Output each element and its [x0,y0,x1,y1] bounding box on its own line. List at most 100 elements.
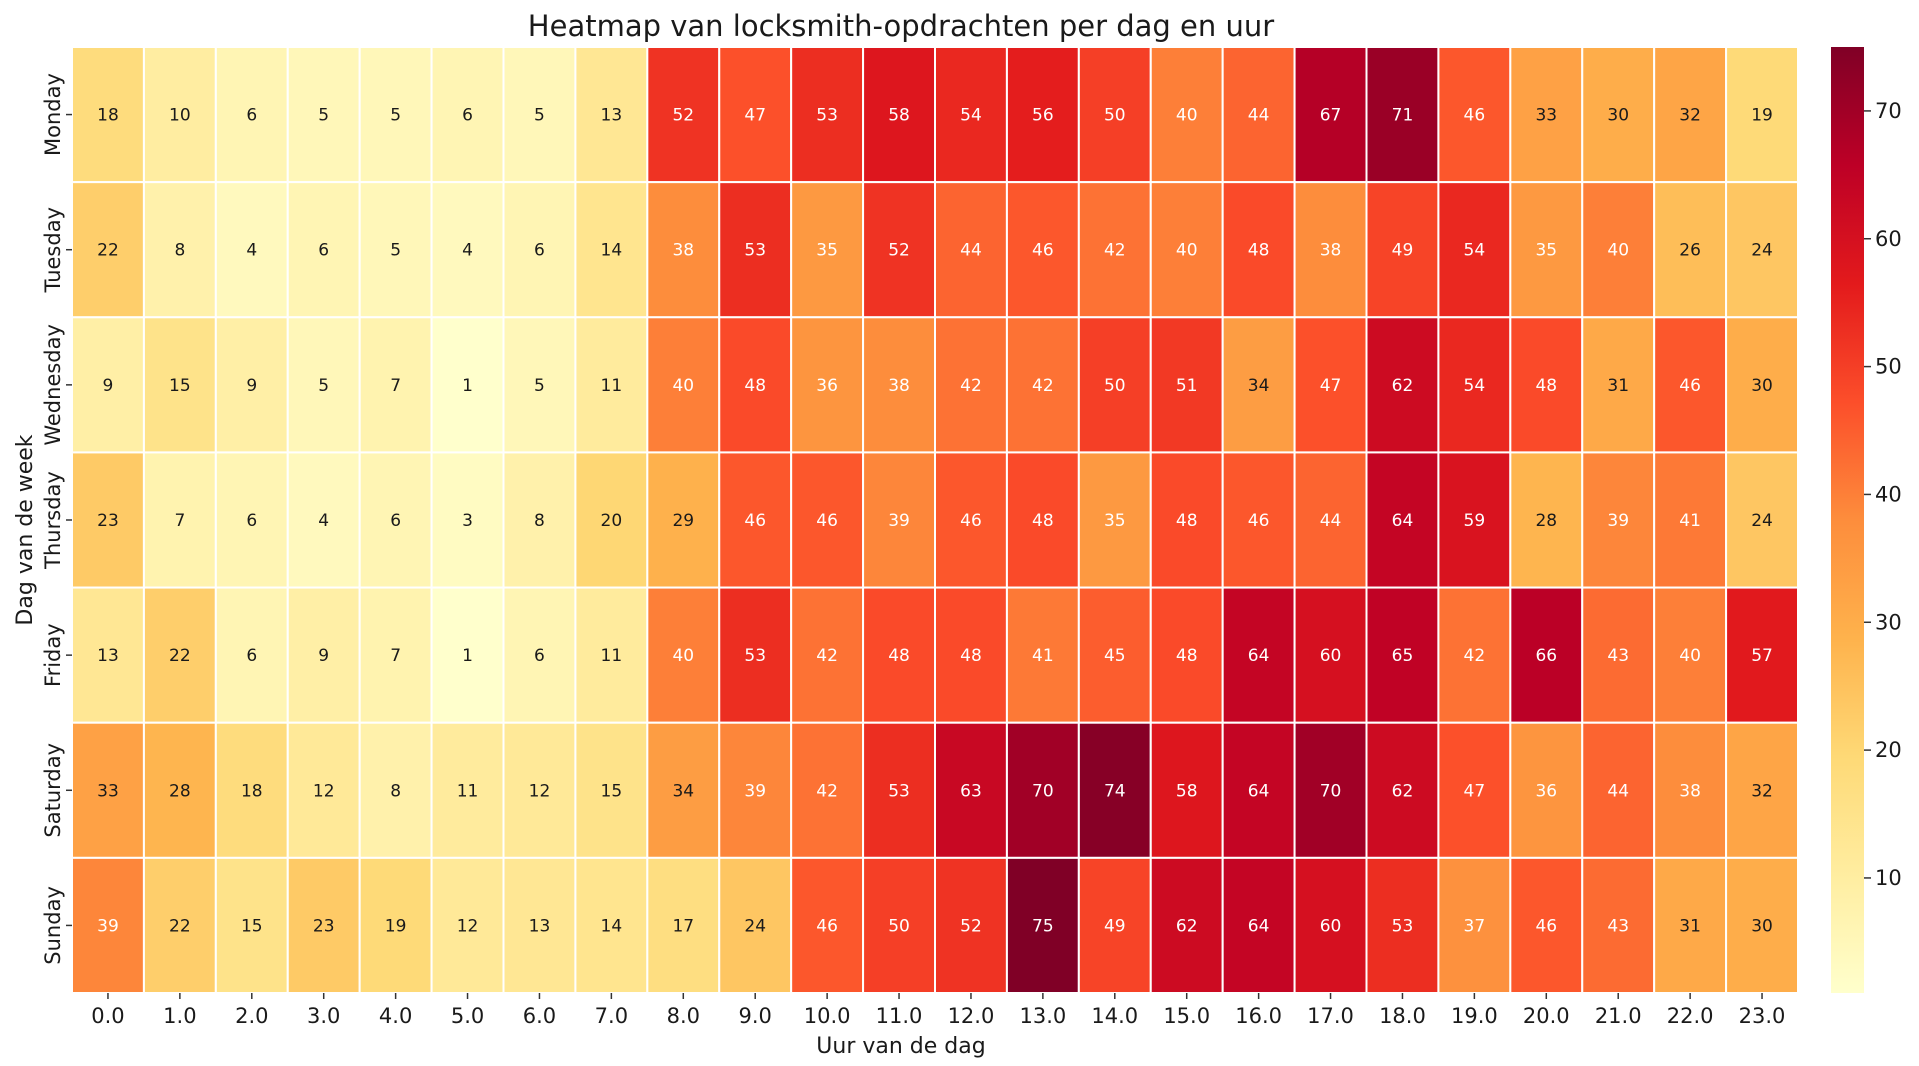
y-tick-label: Sunday [41,886,65,965]
cell-value-label: 46 [960,511,982,531]
cell-value-label: 75 [1032,916,1054,936]
cell-value-label: 44 [1607,781,1629,801]
cell-value-label: 7 [390,646,401,666]
cell-value-label: 6 [534,646,545,666]
cell-value-label: 71 [1392,106,1414,126]
cell-value-label: 46 [744,511,766,531]
cell-value-label: 50 [888,916,910,936]
cell-value-label: 50 [1104,376,1126,396]
cell-value-label: 48 [1176,646,1198,666]
cell-value-label: 30 [1607,106,1629,126]
cell-value-label: 5 [318,376,329,396]
y-axis-ticks: MondayTuesdayWednesdayThursdayFridaySatu… [41,73,72,965]
cell-value-label: 12 [313,781,335,801]
cell-value-label: 31 [1607,376,1629,396]
cell-value-label: 12 [457,916,479,936]
cell-value-label: 30 [1751,916,1773,936]
cell-value-label: 65 [1392,646,1414,666]
cell-value-label: 48 [1535,376,1557,396]
cell-value-label: 60 [1320,646,1342,666]
cell-value-label: 53 [1392,916,1414,936]
cell-value-label: 5 [390,241,401,261]
x-tick-label: 18.0 [1379,1004,1426,1028]
cell-value-label: 9 [103,376,114,396]
x-axis-label: Uur van de dag [816,1034,985,1059]
x-tick-label: 8.0 [667,1004,700,1028]
cell-value-label: 4 [246,241,257,261]
cell-value-label: 64 [1248,916,1270,936]
cell-value-label: 42 [1104,241,1126,261]
x-tick-label: 14.0 [1091,1004,1138,1028]
cell-value-label: 15 [601,781,623,801]
cell-value-label: 43 [1607,646,1629,666]
cell-value-label: 24 [1751,511,1773,531]
cell-value-label: 14 [601,241,623,261]
x-tick-label: 5.0 [451,1004,484,1028]
cell-value-label: 28 [169,781,191,801]
cell-value-label: 6 [246,646,257,666]
x-tick-label: 1.0 [163,1004,196,1028]
x-axis-ticks: 0.0 1.0 2.0 3.0 4.0 5.0 6.0 7.0 8.0 9.0 10.0 11.0 12… [91,993,1785,1028]
cell-value-label: 24 [1751,241,1773,261]
cell-value-label: 22 [169,646,191,666]
cell-value-label: 66 [1535,646,1557,666]
cell-value-label: 1 [462,646,473,666]
cell-value-label: 54 [960,106,982,126]
cell-value-label: 54 [1464,241,1486,261]
cell-value-label: 46 [1679,376,1701,396]
cell-value-label: 24 [744,916,766,936]
cell-value-label: 11 [601,646,623,666]
cell-value-label: 19 [1751,106,1773,126]
cell-value-label: 48 [960,646,982,666]
cell-value-label: 53 [744,241,766,261]
x-tick-label: 22.0 [1667,1004,1714,1028]
cell-value-label: 62 [1176,916,1198,936]
cell-value-label: 56 [1032,106,1054,126]
colorbar-tick-label: 60 [1875,227,1902,251]
cell-value-label: 38 [1679,781,1701,801]
cell-value-label: 14 [601,916,623,936]
cell-value-label: 38 [888,376,910,396]
x-tick-label: 23.0 [1739,1004,1786,1028]
cell-value-label: 48 [1176,511,1198,531]
cell-value-label: 22 [169,916,191,936]
cell-value-label: 13 [601,106,623,126]
cell-value-label: 58 [1176,781,1198,801]
x-tick-label: 20.0 [1523,1004,1570,1028]
cell-value-label: 64 [1392,511,1414,531]
colorbar-tick-label: 10 [1875,866,1902,890]
cell-value-label: 46 [816,916,838,936]
cell-value-label: 46 [1032,241,1054,261]
cell-value-label: 59 [1464,511,1486,531]
cell-value-label: 33 [97,781,119,801]
cell-value-label: 17 [672,916,694,936]
chart-title: Heatmap van locksmith-opdrachten per dag… [528,9,1274,43]
y-tick-label: Wednesday [41,324,65,446]
x-tick-label: 17.0 [1307,1004,1354,1028]
cell-value-label: 57 [1751,646,1773,666]
cell-value-label: 35 [1535,241,1557,261]
cell-value-label: 46 [1464,106,1486,126]
y-tick-label: Friday [41,623,65,687]
cell-value-label: 39 [888,511,910,531]
y-tick-label: Tuesday [41,207,65,293]
x-tick-label: 6.0 [523,1004,556,1028]
cell-value-label: 38 [672,241,694,261]
cell-value-label: 62 [1392,376,1414,396]
cell-value-label: 54 [1464,376,1486,396]
cell-value-label: 6 [318,241,329,261]
cell-value-label: 6 [390,511,401,531]
cell-value-label: 48 [888,646,910,666]
cell-value-label: 70 [1320,781,1342,801]
cell-value-label: 8 [174,241,185,261]
cell-value-label: 40 [1679,646,1701,666]
cell-value-label: 5 [318,106,329,126]
cell-value-label: 37 [1464,916,1486,936]
cell-value-label: 43 [1607,916,1629,936]
cell-value-label: 36 [816,376,838,396]
cell-value-label: 60 [1320,916,1342,936]
cell-value-label: 49 [1104,916,1126,936]
x-tick-label: 0.0 [91,1004,124,1028]
cell-value-label: 74 [1104,781,1126,801]
x-tick-label: 4.0 [379,1004,412,1028]
